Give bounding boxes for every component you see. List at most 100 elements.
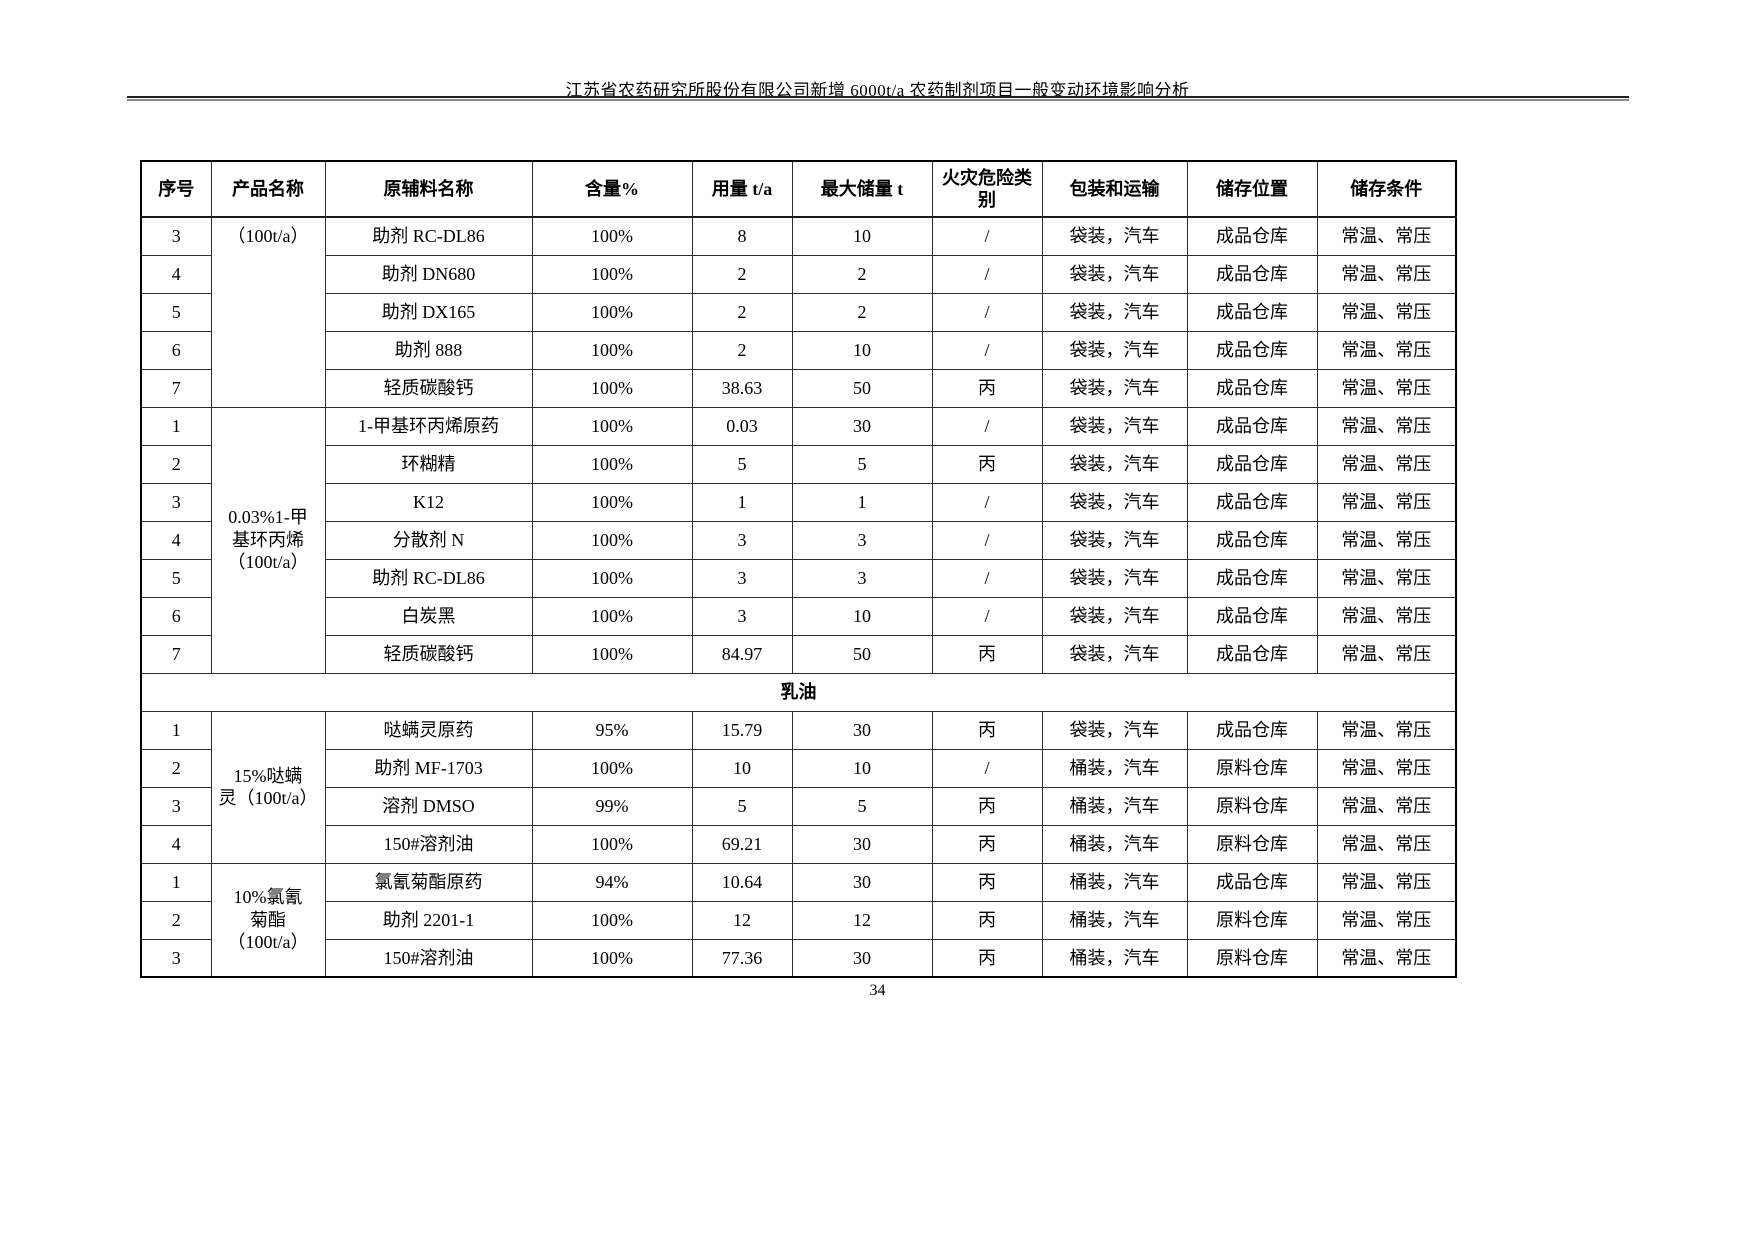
storage-location-cell: 成品仓库 (1186, 330, 1318, 370)
packaging-transport-cell: 袋装，汽车 (1041, 254, 1188, 294)
storage-location-cell: 原料仓库 (1186, 786, 1318, 826)
fire-hazard-cell: 丙 (931, 862, 1043, 902)
column-header-storage-condition: 储存条件 (1316, 160, 1457, 218)
storage-location-cell: 成品仓库 (1186, 862, 1318, 902)
packaging-transport-cell: 桶装，汽车 (1041, 824, 1188, 864)
fire-hazard-cell: / (931, 254, 1043, 294)
material-name-cell: 助剂 RC-DL86 (324, 216, 533, 256)
material-name-cell: 助剂 2201-1 (324, 900, 533, 940)
storage-location-cell: 成品仓库 (1186, 634, 1318, 674)
table-row: 3 （100t/a） 助剂 RC-DL86 100% 8 10/袋装，汽车 成品仓库 常温、常… (140, 216, 1457, 408)
packaging-transport-cell: 桶装，汽车 (1041, 748, 1188, 788)
packaging-transport-cell: 袋装，汽车 (1041, 444, 1188, 484)
table-row: 5 助剂 DX165 100% 2 2/袋装，汽车 成品仓库 常温、常压 (140, 292, 1457, 332)
fire-hazard-cell: 丙 (931, 444, 1043, 484)
packaging-transport-cell: 桶装，汽车 (1041, 862, 1188, 902)
fire-hazard-cell: 丙 (931, 368, 1043, 408)
material-name-cell: 哒螨灵原药 (324, 710, 533, 750)
usage-cell: 5 (691, 786, 793, 826)
storage-condition-cell: 常温、常压 (1316, 330, 1457, 370)
packaging-transport-cell: 袋装，汽车 (1041, 710, 1188, 750)
storage-condition-cell: 常温、常压 (1316, 558, 1457, 598)
row-index-cell: 3 (140, 786, 212, 826)
fire-hazard-cell: 丙 (931, 710, 1043, 750)
table-body: 3 （100t/a） 助剂 RC-DL86 100% 8 10/袋装，汽车 成品仓库 常温、常… (140, 216, 1457, 978)
table-row: 6 白炭黑 100% 3 10/袋装，汽车 成品仓库 常温、常压 (140, 596, 1457, 636)
fire-hazard-cell: 丙 (931, 786, 1043, 826)
header-divider-rule (127, 96, 1629, 101)
row-index-cell: 3 (140, 482, 212, 522)
storage-condition-cell: 常温、常压 (1316, 444, 1457, 484)
content-percent-cell: 100% (531, 634, 693, 674)
storage-condition-cell: 常温、常压 (1316, 900, 1457, 940)
packaging-transport-cell: 袋装，汽车 (1041, 292, 1188, 332)
packaging-transport-cell: 袋装，汽车 (1041, 634, 1188, 674)
usage-cell: 38.63 (691, 368, 793, 408)
row-index-cell: 4 (140, 824, 212, 864)
product-name-cell: 10%氯氰 菊酯 （100t/a） (210, 862, 326, 978)
storage-location-cell: 成品仓库 (1186, 520, 1318, 560)
usage-cell: 12 (691, 900, 793, 940)
max-storage-cell: 10 (791, 216, 933, 256)
content-percent-cell: 100% (531, 824, 693, 864)
storage-location-cell: 成品仓库 (1186, 444, 1318, 484)
table-row: 2 环糊精 100% 5 5 丙袋装，汽车 成品仓库 常温、常压 (140, 444, 1457, 484)
packaging-transport-cell: 袋装，汽车 (1041, 406, 1188, 446)
usage-cell: 1 (691, 482, 793, 522)
usage-cell: 3 (691, 520, 793, 560)
material-name-cell: 助剂 DN680 (324, 254, 533, 294)
usage-cell: 2 (691, 254, 793, 294)
document-header-title: 江苏省农药研究所股份有限公司新增 6000t/a 农药制剂项目一般变动环境影响分… (565, 81, 1190, 100)
content-percent-cell: 100% (531, 596, 693, 636)
column-header-content: 含量% (531, 160, 693, 218)
max-storage-cell: 2 (791, 292, 933, 332)
table-row: 3 K12 100% 1 1/袋装，汽车 成品仓库 常温、常压 (140, 482, 1457, 522)
usage-cell: 84.97 (691, 634, 793, 674)
fire-hazard-cell: / (931, 216, 1043, 256)
usage-cell: 10.64 (691, 862, 793, 902)
fire-hazard-cell: / (931, 520, 1043, 560)
table-row: 4 150#溶剂油 100% 69.21 30 丙桶装，汽车 原料仓库 常温、常压 (140, 824, 1457, 864)
material-name-cell: 氯氰菊酯原药 (324, 862, 533, 902)
content-percent-cell: 100% (531, 938, 693, 978)
max-storage-cell: 1 (791, 482, 933, 522)
table-row: 1 10%氯氰 菊酯 （100t/a） 氯氰菊酯原药 94% 10.64 30 丙桶装，汽车… (140, 862, 1457, 978)
usage-cell: 77.36 (691, 938, 793, 978)
max-storage-cell: 50 (791, 368, 933, 408)
table-row: 4 助剂 DN680 100% 2 2/袋装，汽车 成品仓库 常温、常压 (140, 254, 1457, 294)
usage-cell: 3 (691, 596, 793, 636)
packaging-transport-cell: 袋装，汽车 (1041, 558, 1188, 598)
storage-location-cell: 成品仓库 (1186, 558, 1318, 598)
material-name-cell: 助剂 MF-1703 (324, 748, 533, 788)
max-storage-cell: 30 (791, 710, 933, 750)
storage-condition-cell: 常温、常压 (1316, 406, 1457, 446)
table-row: 7 轻质碳酸钙 100% 38.63 50 丙袋装，汽车 成品仓库 常温、常压 (140, 368, 1457, 408)
storage-location-cell: 成品仓库 (1186, 368, 1318, 408)
storage-location-cell: 成品仓库 (1186, 254, 1318, 294)
content-percent-cell: 100% (531, 482, 693, 522)
usage-cell: 0.03 (691, 406, 793, 446)
table-row: 7 轻质碳酸钙 100% 84.97 50 丙袋装，汽车 成品仓库 常温、常压 (140, 634, 1457, 674)
storage-condition-cell: 常温、常压 (1316, 520, 1457, 560)
material-name-cell: 150#溶剂油 (324, 938, 533, 978)
fire-hazard-cell: / (931, 406, 1043, 446)
material-name-cell: 助剂 RC-DL86 (324, 558, 533, 598)
content-percent-cell: 100% (531, 368, 693, 408)
fire-hazard-cell: / (931, 596, 1043, 636)
storage-location-cell: 原料仓库 (1186, 900, 1318, 940)
max-storage-cell: 10 (791, 748, 933, 788)
row-index-cell: 1 (140, 862, 212, 902)
max-storage-cell: 2 (791, 254, 933, 294)
max-storage-cell: 30 (791, 938, 933, 978)
max-storage-cell: 3 (791, 558, 933, 598)
packaging-transport-cell: 袋装，汽车 (1041, 520, 1188, 560)
row-index-cell: 2 (140, 748, 212, 788)
max-storage-cell: 3 (791, 520, 933, 560)
packaging-transport-cell: 袋装，汽车 (1041, 482, 1188, 522)
fire-hazard-cell: 丙 (931, 634, 1043, 674)
content-percent-cell: 100% (531, 444, 693, 484)
content-percent-cell: 100% (531, 558, 693, 598)
packaging-transport-cell: 袋装，汽车 (1041, 216, 1188, 256)
content-percent-cell: 100% (531, 900, 693, 940)
